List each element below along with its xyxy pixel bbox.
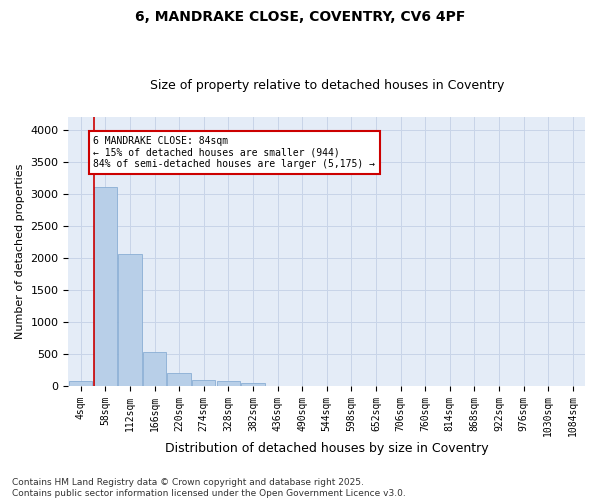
Bar: [69, 381, 92, 386]
Title: Size of property relative to detached houses in Coventry: Size of property relative to detached ho…: [149, 79, 504, 92]
X-axis label: Distribution of detached houses by size in Coventry: Distribution of detached houses by size …: [165, 442, 488, 455]
Bar: [143, 352, 166, 386]
Bar: [241, 383, 265, 386]
Bar: [192, 380, 215, 386]
Bar: [167, 374, 191, 386]
Bar: [217, 381, 240, 386]
Bar: [118, 254, 142, 386]
Y-axis label: Number of detached properties: Number of detached properties: [15, 164, 25, 339]
Text: 6 MANDRAKE CLOSE: 84sqm
← 15% of detached houses are smaller (944)
84% of semi-d: 6 MANDRAKE CLOSE: 84sqm ← 15% of detache…: [94, 136, 376, 169]
Bar: [94, 187, 117, 386]
Text: Contains HM Land Registry data © Crown copyright and database right 2025.
Contai: Contains HM Land Registry data © Crown c…: [12, 478, 406, 498]
Text: 6, MANDRAKE CLOSE, COVENTRY, CV6 4PF: 6, MANDRAKE CLOSE, COVENTRY, CV6 4PF: [135, 10, 465, 24]
